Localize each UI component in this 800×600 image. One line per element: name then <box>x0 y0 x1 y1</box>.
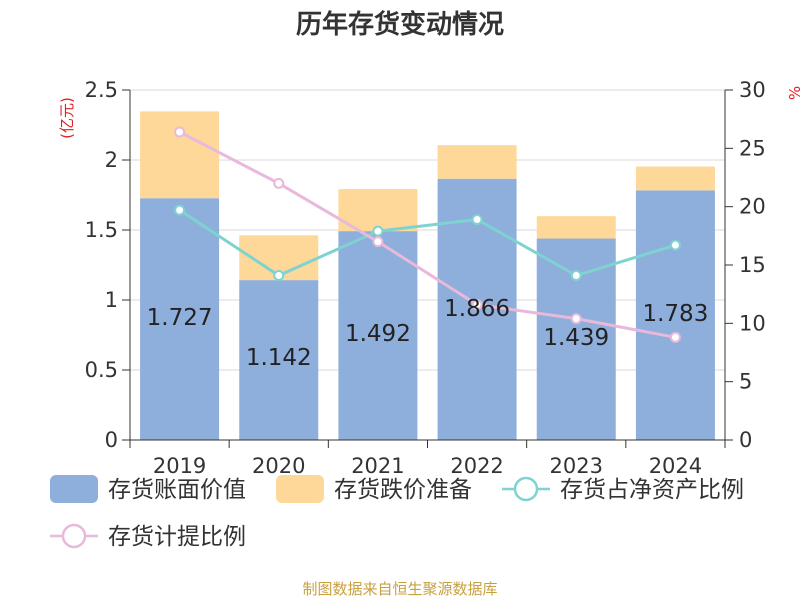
line-point <box>273 270 285 281</box>
data-label: 1.727 <box>147 305 213 331</box>
data-label: 1.142 <box>246 345 312 371</box>
right-tick-label: 20 <box>739 195 766 219</box>
left-tick-label: 1.5 <box>85 218 118 242</box>
left-axis-unit: (亿元) <box>58 97 76 139</box>
right-axis-unit: % <box>786 86 800 100</box>
line-point <box>669 331 681 343</box>
data-labels: 1.727 1.142 1.492 1.866 1.439 1.783 <box>147 296 709 371</box>
bar-impairment <box>536 216 616 239</box>
line-ratio-net-assets <box>178 208 676 278</box>
data-label: 1.783 <box>642 301 708 327</box>
right-tick-label: 30 <box>739 78 766 102</box>
line-point <box>669 239 681 251</box>
bar-impairment <box>635 166 715 191</box>
bar-impairment <box>338 189 418 232</box>
legend-label: 存货计提比例 <box>108 524 246 550</box>
legend-label: 存货占净资产比例 <box>560 477 744 503</box>
left-tick-label: 1 <box>105 288 118 312</box>
line-point <box>174 204 186 216</box>
right-tick-label: 25 <box>739 136 766 160</box>
line-point <box>174 126 186 138</box>
axes: 0 0.5 1 1.5 2 2.5 0 5 10 15 20 25 30 2019 2020 2021 2022… <box>85 78 766 478</box>
chart-title: 历年存货变动情况 <box>296 9 504 40</box>
bar-impairment <box>140 111 220 199</box>
bar-book-value <box>635 190 715 440</box>
x-tick-label: 2021 <box>351 454 404 478</box>
x-tick-label: 2020 <box>252 454 305 478</box>
legend-label: 存货跌价准备 <box>334 477 472 503</box>
line-point <box>471 299 483 311</box>
x-tick-label: 2023 <box>550 454 603 478</box>
x-tick-label: 2022 <box>450 454 503 478</box>
legend-swatch-impairment <box>276 475 324 503</box>
right-tick-label: 15 <box>739 253 766 277</box>
line-point <box>570 270 582 281</box>
line-point <box>570 313 582 325</box>
data-label: 1.439 <box>543 325 609 351</box>
source-note: 制图数据来自恒生聚源数据库 <box>302 580 497 598</box>
legend-swatch-book-value <box>50 475 98 503</box>
legend-swatch-ratio-net-assets-marker <box>513 476 539 502</box>
left-tick-label: 2.5 <box>85 78 118 102</box>
line-point <box>471 214 483 225</box>
x-tick-label: 2024 <box>649 454 702 478</box>
bar-book-value <box>140 198 220 440</box>
line-point <box>273 177 285 189</box>
bar-impairment <box>437 145 517 179</box>
bar-book-value <box>338 231 418 440</box>
lines <box>174 126 681 343</box>
right-tick-label: 5 <box>739 370 752 394</box>
right-tick-label: 0 <box>739 428 752 452</box>
line-point <box>372 225 384 237</box>
bars <box>140 111 715 440</box>
line-provision-ratio <box>178 130 676 339</box>
legend-label: 存货账面价值 <box>108 477 246 503</box>
left-tick-label: 0 <box>105 428 118 452</box>
left-tick-label: 2 <box>105 148 118 172</box>
data-label: 1.866 <box>444 296 510 322</box>
left-tick-label: 0.5 <box>85 358 118 382</box>
grid <box>130 89 725 371</box>
right-tick-label: 10 <box>739 311 766 335</box>
x-tick-label: 2019 <box>153 454 206 478</box>
bar-book-value <box>239 280 319 440</box>
legend-swatch-provision-ratio-marker <box>61 523 87 549</box>
line-point <box>372 236 384 248</box>
data-label: 1.492 <box>345 321 411 347</box>
